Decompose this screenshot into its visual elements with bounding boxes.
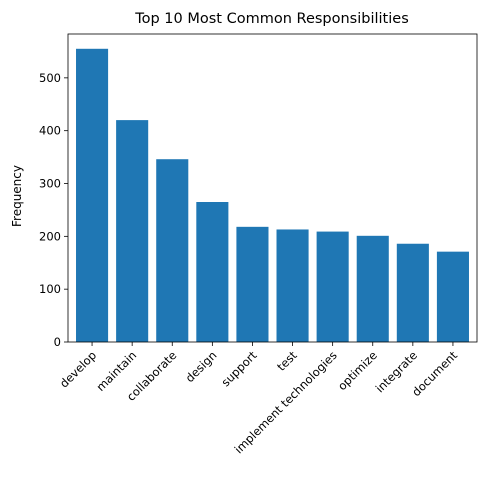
y-tick-label: 500 [39,71,61,85]
bar-collaborate [156,159,189,342]
bar-design [196,202,229,342]
bar-implement-technologies [316,231,349,342]
axes-frame [67,33,478,343]
y-tick-label: 400 [39,124,61,138]
bar-support [236,226,269,342]
bar-test [276,229,309,342]
chart-title: Top 10 Most Common Responsibilities [134,11,409,27]
bar-document [436,251,469,342]
y-tick-label: 100 [39,282,61,296]
bar-maintain [116,120,149,342]
y-tick-label: 0 [54,335,61,349]
bar-develop [76,48,109,342]
y-axis-label: Frequency [10,165,24,227]
y-tick-label: 200 [39,229,61,243]
bar-integrate [396,243,429,342]
y-tick-label: 300 [39,177,61,191]
bar-optimize [356,235,389,342]
